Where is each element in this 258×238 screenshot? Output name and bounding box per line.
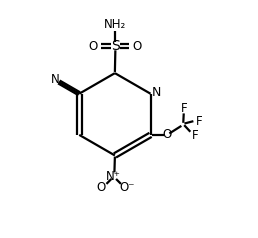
Text: F: F (180, 102, 187, 115)
Text: O: O (162, 128, 171, 141)
Text: O: O (97, 181, 106, 194)
Text: F: F (192, 129, 199, 142)
Text: F: F (196, 115, 203, 128)
Text: N: N (152, 86, 161, 99)
Text: N⁺: N⁺ (106, 170, 121, 183)
Text: O⁻: O⁻ (119, 181, 135, 194)
Text: O: O (89, 40, 98, 53)
Text: N: N (51, 73, 60, 86)
Text: NH₂: NH₂ (104, 18, 126, 31)
Text: S: S (111, 39, 120, 53)
Text: O: O (133, 40, 142, 53)
